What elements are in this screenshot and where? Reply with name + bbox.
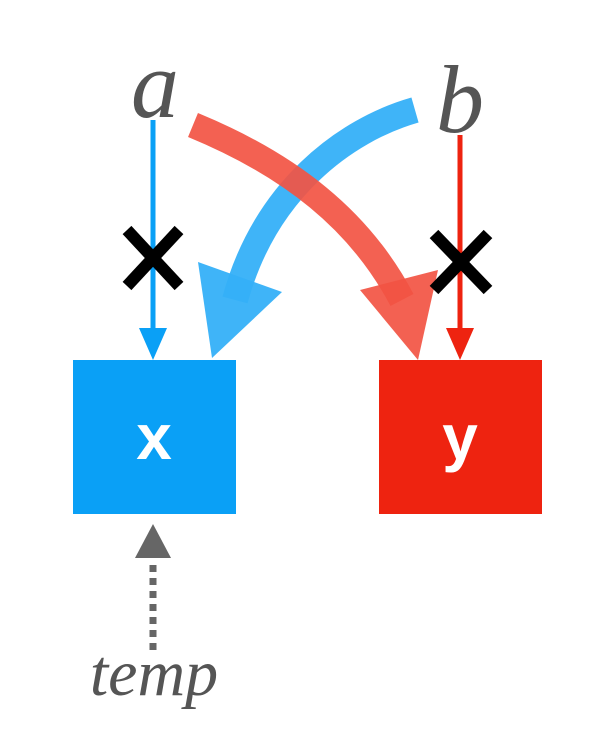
arrow-a-to-x xyxy=(139,120,167,360)
box-x-label: x xyxy=(136,401,172,473)
variable-temp-label: temp xyxy=(90,637,218,710)
cross-mark-left xyxy=(122,225,184,291)
box-y-label: y xyxy=(442,401,478,473)
arrow-b-to-y xyxy=(446,135,474,360)
box-y xyxy=(379,360,542,514)
variable-a-label: a xyxy=(131,31,179,138)
curved-arrow-a-to-y xyxy=(188,112,438,360)
box-x xyxy=(73,360,236,514)
cross-mark-right xyxy=(429,229,493,295)
variable-b-label: b xyxy=(436,46,484,153)
curved-arrow-b-to-x xyxy=(198,97,419,358)
dotted-arrow-temp-to-x xyxy=(135,524,171,650)
